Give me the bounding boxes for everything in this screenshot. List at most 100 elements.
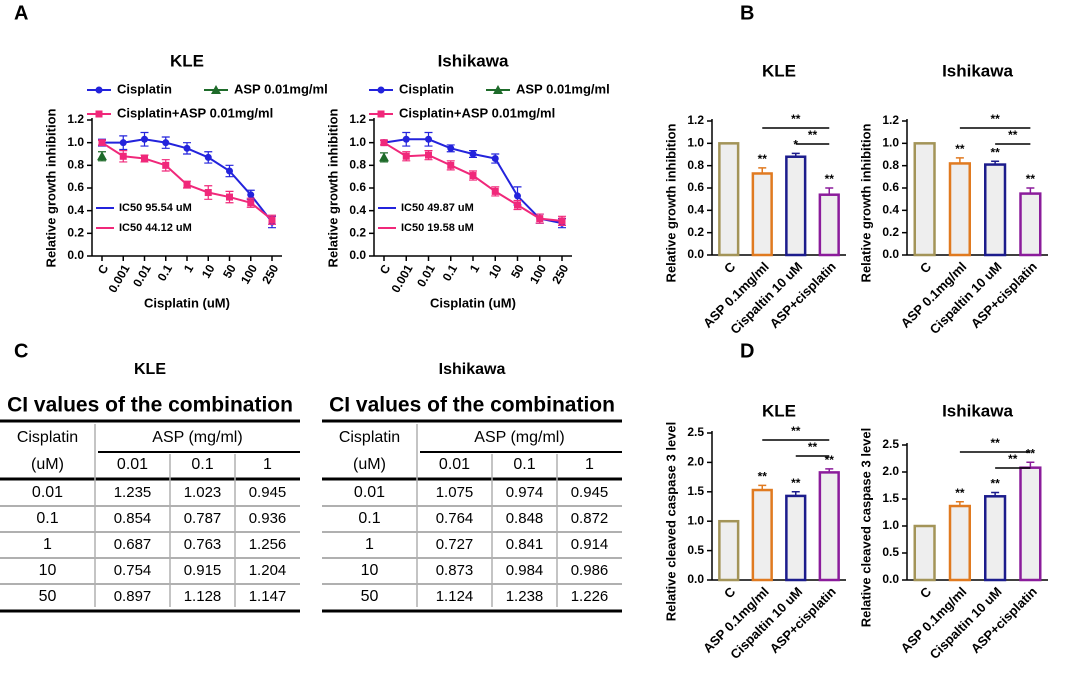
table-cell: 0.984 — [506, 562, 544, 579]
y-tick-label: 1.0 — [687, 136, 704, 150]
bar — [913, 142, 936, 257]
table-cell: 0.936 — [249, 510, 287, 527]
y-axis-label: Relative growth inhibition — [43, 108, 58, 267]
y-tick-label: 0.4 — [687, 203, 704, 217]
y-tick-label: 0.5 — [882, 545, 899, 559]
x-axis-label: Cisplatin (uM) — [144, 295, 230, 310]
point — [491, 155, 499, 163]
x-tick-label: 250 — [259, 262, 281, 287]
y-tick-label: 0.5 — [687, 543, 704, 557]
table-header: ASP (mg/ml) — [152, 429, 242, 446]
table-header: Cisplatin — [339, 429, 400, 446]
bar — [818, 471, 840, 582]
x-tick-label: 10 — [486, 262, 505, 281]
x-tick-label: 0.01 — [414, 262, 438, 290]
y-tick-label: 0.2 — [67, 226, 84, 240]
significance-label: ** — [955, 486, 965, 500]
y-tick-label: 0.8 — [349, 158, 366, 172]
legend-label: ASP 0.01mg/ml — [234, 81, 328, 96]
table-cell: 0.1 — [36, 510, 58, 527]
x-tick-label: 0.1 — [440, 262, 461, 284]
point — [402, 152, 410, 160]
table-cell: 0.848 — [506, 510, 544, 527]
table-cell: 50 — [361, 588, 379, 605]
point — [183, 181, 191, 189]
bar — [785, 155, 807, 257]
table-cell: 1.204 — [249, 562, 287, 579]
table-cell: 1.128 — [184, 588, 222, 605]
x-tick-label: C — [95, 262, 112, 277]
bar — [948, 504, 971, 582]
x-tick-label: 100 — [527, 262, 549, 287]
table-cell: 1.147 — [249, 588, 287, 605]
y-tick-label: 0.0 — [687, 247, 704, 261]
y-tick-label: 0.0 — [67, 248, 84, 262]
table-cell: 0.986 — [571, 562, 609, 579]
point — [425, 151, 432, 159]
point — [514, 201, 521, 209]
x-tick-label: 0.001 — [105, 262, 132, 295]
bracket-label: ** — [808, 440, 818, 454]
table-cell: 0.763 — [184, 536, 222, 553]
chart-title: KLE — [762, 61, 796, 80]
y-tick-label: 1.2 — [349, 112, 366, 126]
point — [162, 161, 170, 169]
x-tick-label: 10 — [199, 262, 218, 281]
y-tick-label: 1.0 — [687, 513, 704, 527]
x-tick-label: C — [917, 584, 935, 602]
table-cell: 0.897 — [114, 588, 152, 605]
significance-label: ** — [825, 453, 835, 467]
table-subheader: 0.1 — [191, 456, 213, 473]
table-cell: 1.124 — [436, 588, 474, 605]
point — [183, 144, 191, 152]
table-cell: 0.945 — [249, 484, 287, 501]
point — [119, 152, 127, 160]
y-tick-label: 0.0 — [687, 572, 704, 586]
y-tick-label: 1.0 — [882, 136, 899, 150]
point — [491, 187, 499, 195]
bracket-label: ** — [791, 112, 801, 126]
chart-title: KLE — [170, 51, 204, 70]
table-header: ASP (mg/ml) — [474, 429, 564, 446]
x-axis-label: Cisplatin (uM) — [430, 295, 516, 310]
table-subheader: (uM) — [31, 456, 64, 473]
table-cell: 0.841 — [506, 536, 544, 553]
table-cell: 1.238 — [506, 588, 544, 605]
x-tick-label: 1 — [181, 262, 197, 275]
significance-label: ** — [791, 476, 801, 490]
x-tick-label: C — [721, 259, 739, 277]
y-tick-label: 0.6 — [687, 180, 704, 194]
bar — [751, 172, 773, 257]
table-cell: 50 — [39, 588, 57, 605]
bracket-label: ** — [1008, 128, 1018, 142]
table-cell: 0.787 — [184, 510, 222, 527]
point — [536, 215, 544, 223]
table-header: Cisplatin — [17, 429, 78, 446]
bracket-label: ** — [791, 424, 801, 438]
point — [211, 85, 221, 94]
bracket-label: ** — [990, 112, 1000, 126]
chart-title: Ishikawa — [438, 51, 509, 70]
significance-label: ** — [758, 470, 768, 484]
point — [402, 135, 410, 143]
table-cell: 0.1 — [358, 510, 380, 527]
table-cell: 0.01 — [354, 484, 385, 501]
table-subheader: 0.1 — [513, 456, 535, 473]
point — [204, 189, 212, 197]
x-tick-label: C — [917, 259, 935, 277]
bracket-label: ** — [990, 436, 1000, 450]
y-tick-label: 2.5 — [882, 437, 899, 451]
significance-label: ** — [990, 145, 1000, 159]
table-cell: 0.914 — [571, 536, 609, 553]
y-tick-label: 2.0 — [882, 464, 899, 478]
table-cell: 1.235 — [114, 484, 152, 501]
x-tick-label: 100 — [238, 262, 260, 287]
y-tick-label: 0.8 — [882, 158, 899, 172]
table-cell: 0.764 — [436, 510, 474, 527]
table-cell: 0.754 — [114, 562, 152, 579]
table-subheader: 0.01 — [117, 456, 148, 473]
point — [380, 139, 388, 147]
table-title: KLE — [134, 361, 166, 378]
y-tick-label: 1.0 — [67, 135, 84, 149]
bracket-label: ** — [808, 128, 818, 142]
